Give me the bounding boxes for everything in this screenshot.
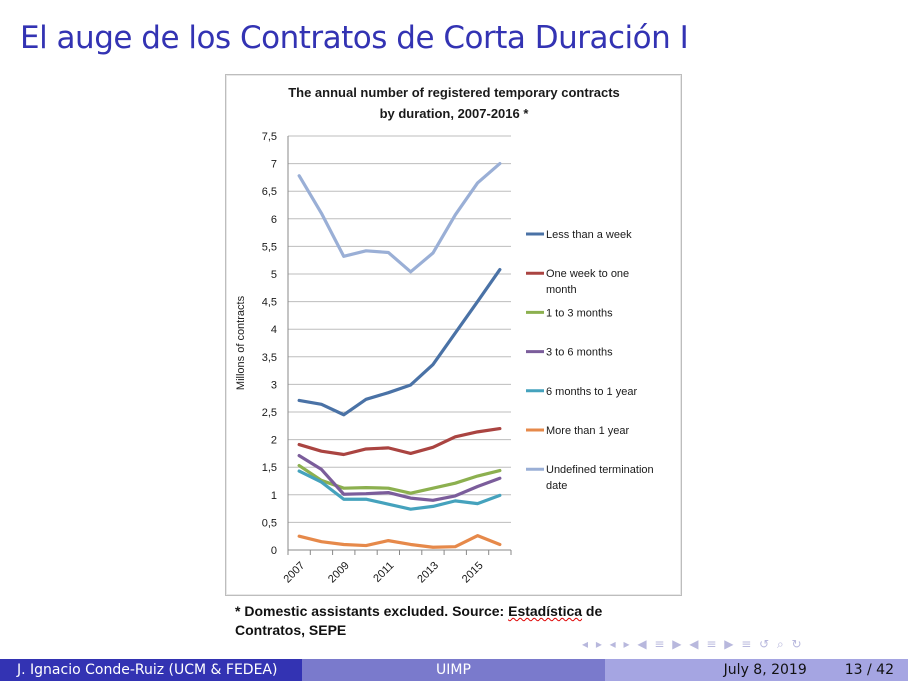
legend-label: date (546, 480, 567, 492)
line-chart: The annual number of registered temporar… (235, 85, 654, 586)
y-tick-label: 4,5 (262, 297, 277, 309)
note-link-text: Estadística (508, 603, 583, 619)
series-line-1-to-3-months (297, 463, 502, 495)
footer-author: J. Ignacio Conde-Ruiz (UCM & FEDEA) (0, 659, 302, 681)
source-note: * Domestic assistants excluded. Source: … (235, 602, 655, 640)
slide-title: El auge de los Contratos de Corta Duraci… (20, 20, 689, 56)
y-tick-label: 2,5 (262, 407, 277, 419)
footer-page-number: 13 / 42 (844, 662, 894, 678)
footer: J. Ignacio Conde-Ruiz (UCM & FEDEA) UIMP… (0, 659, 908, 681)
legend-label: More than 1 year (546, 425, 629, 437)
y-tick-label: 1 (271, 490, 277, 502)
y-tick-label: 4 (271, 324, 277, 336)
y-tick-label: 7,5 (262, 131, 277, 143)
y-tick-label: 5,5 (262, 241, 277, 253)
y-tick-label: 2 (271, 435, 277, 447)
chart-title-line1: The annual number of registered temporar… (288, 85, 620, 100)
x-tick-label: 2011 (371, 560, 396, 585)
note-text-2: de Contratos, SEPE (235, 603, 603, 638)
legend-label: month (546, 284, 577, 296)
series-line-more-than-1-year (297, 534, 502, 549)
note-text: * Domestic assistants excluded. Source: (235, 603, 509, 619)
y-tick-label: 6 (271, 214, 277, 226)
y-tick-label: 0 (271, 545, 277, 557)
y-tick-label: 3 (271, 379, 277, 391)
series-line-one-week-to-one-month (297, 426, 502, 457)
legend-label: Undefined termination (546, 464, 654, 476)
x-tick-label: 2013 (415, 560, 441, 586)
legend-label: 6 months to 1 year (546, 386, 637, 398)
x-tick-label: 2009 (326, 560, 352, 586)
series-line-undefined-termination-date (297, 161, 502, 274)
footer-date: July 8, 2019 (723, 662, 807, 678)
x-tick-label: 2015 (460, 560, 486, 586)
y-tick-label: 5 (271, 269, 277, 281)
footer-institution: UIMP (302, 659, 605, 681)
y-tick-label: 1,5 (262, 462, 277, 474)
legend-label: One week to one (546, 268, 629, 280)
x-tick-label: 2007 (281, 560, 307, 586)
y-tick-label: 0,5 (262, 517, 277, 529)
y-axis-label: Millons of contracts (235, 295, 247, 390)
legend-label: 1 to 3 months (546, 307, 613, 319)
chart-image: The annual number of registered temporar… (225, 74, 682, 596)
series-line-6-months-to-1-year (297, 469, 502, 511)
chart-title-line2: by duration, 2007-2016 * (380, 106, 530, 121)
legend-label: 3 to 6 months (546, 347, 613, 359)
legend-label: Less than a week (546, 229, 632, 241)
beamer-navigation-icons[interactable]: ◂ ▸ ◂ ▸ ◀ ≡ ▶ ◀ ≡ ▶ ≡ ↺ ⌕ ↻ (582, 637, 804, 651)
series-line-less-than-a-week (297, 267, 502, 417)
y-tick-label: 6,5 (262, 186, 277, 198)
y-tick-label: 7 (271, 159, 277, 171)
series-line-3-to-6-months (297, 454, 502, 502)
footer-right: July 8, 2019 13 / 42 (605, 659, 908, 681)
y-tick-label: 3,5 (262, 352, 277, 364)
